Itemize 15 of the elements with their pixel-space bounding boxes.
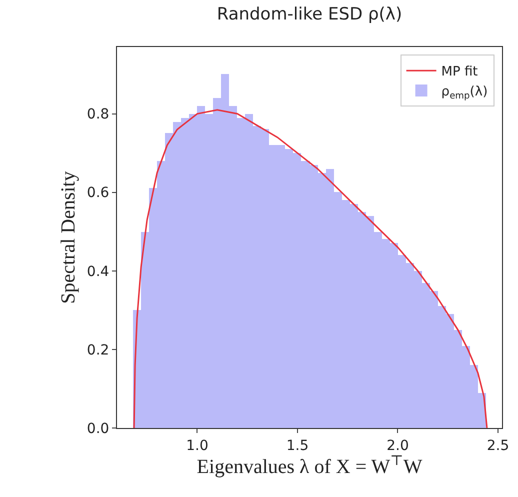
chart-title: Random-like ESD ρ(λ) — [216, 4, 402, 24]
x-tick-label: 2.0 — [386, 438, 409, 454]
y-tick-label: 0.2 — [86, 342, 110, 358]
x-axis-title: Eigenvalues λ of X = W$^{⊤}$W — [196, 454, 422, 478]
y-tick-label: 0.6 — [86, 185, 110, 202]
y-tick-label: 0.4 — [86, 264, 110, 280]
legend-label: MP fit — [441, 64, 478, 80]
x-tick-label: 1.0 — [186, 438, 208, 454]
x-tick-label: 1.5 — [286, 438, 309, 454]
x-tick-label: 2.5 — [486, 438, 510, 454]
y-tick-label: 0.8 — [86, 106, 110, 123]
line-series — [133, 109, 488, 428]
legend-label: ρ$_{emp}$(λ) — [441, 84, 488, 102]
y-tick-label: 0.0 — [86, 420, 110, 437]
y-axis-title: Spectral Density — [57, 171, 80, 304]
